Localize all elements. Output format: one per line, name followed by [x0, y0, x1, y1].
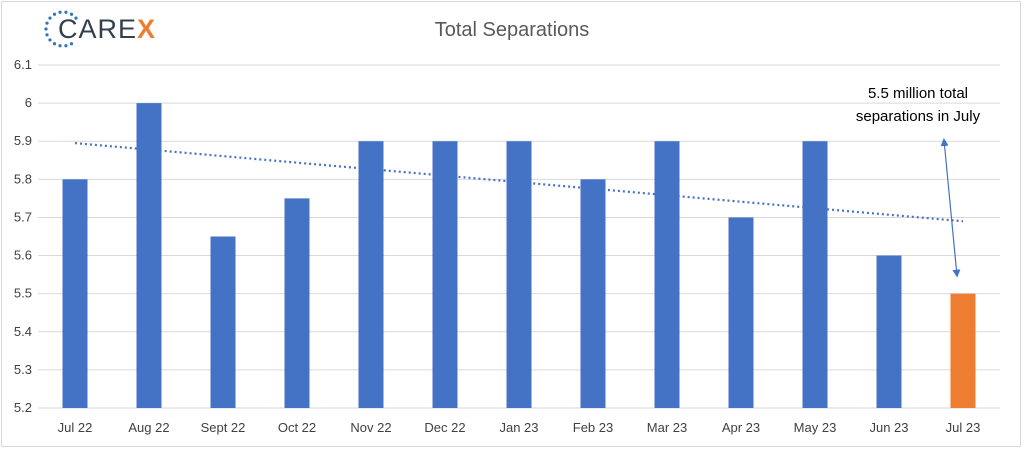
- logo-dot: [52, 42, 57, 46]
- x-tick-label: Apr 23: [722, 420, 760, 435]
- logo-dot: [48, 16, 52, 20]
- bar-apr-23: [728, 217, 754, 408]
- carex-logo: CAREX: [42, 6, 155, 52]
- logo-wordmark: CAREX: [58, 14, 156, 45]
- annotation-line-2: separations in July: [856, 108, 981, 125]
- logo-dot: [58, 44, 62, 48]
- bar-aug-22: [136, 103, 162, 408]
- y-tick-label: 5.4: [14, 324, 32, 339]
- logo-accent-text: X: [137, 14, 157, 44]
- logo-dot: [74, 16, 78, 20]
- x-tick-label: Dec 22: [424, 420, 465, 435]
- x-tick-label: Jul 23: [946, 420, 981, 435]
- x-tick-label: Oct 22: [278, 420, 316, 435]
- bar-jul-23: [950, 293, 976, 408]
- x-axis-ticks: Jul 22 Aug 22 Sept 22 Oct 22 Nov 22 Dec 22 Jan…: [58, 420, 981, 435]
- x-tick-label: Jul 22: [58, 420, 93, 435]
- logo-dot: [69, 12, 74, 16]
- annotation: 5.5 million total separations in July: [856, 85, 981, 278]
- logo-dot: [48, 38, 52, 42]
- bar-oct-22: [284, 198, 310, 408]
- logo-dot: [52, 12, 57, 16]
- logo-dot: [58, 10, 62, 14]
- bar-jan-23: [506, 141, 532, 408]
- logo-main-text: CARE: [58, 14, 138, 44]
- bars: [62, 103, 976, 408]
- bar-nov-22: [358, 141, 384, 408]
- logo-dot: [69, 42, 74, 46]
- dotted-circle-icon: [44, 10, 78, 48]
- y-tick-label: 6: [25, 95, 32, 110]
- bar-dec-22: [432, 141, 458, 408]
- y-tick-label: 5.6: [14, 248, 32, 263]
- annotation-line-1: 5.5 million total: [868, 85, 968, 102]
- logo-dot: [64, 44, 68, 48]
- bar-feb-23: [580, 179, 606, 408]
- bar-may-23: [802, 141, 828, 408]
- x-tick-label: Feb 23: [573, 420, 613, 435]
- x-tick-label: Jun 23: [869, 420, 908, 435]
- y-axis-ticks: 5.2 5.3 5.4 5.5 5.6 5.7 5.8 5.9 6 6.1: [14, 57, 32, 415]
- logo-dot: [45, 21, 49, 25]
- bar-mar-23: [654, 141, 680, 408]
- y-tick-label: 5.9: [14, 133, 32, 148]
- y-tick-label: 5.5: [14, 286, 32, 301]
- y-tick-label: 5.3: [14, 362, 32, 377]
- annotation-arrow: [940, 138, 961, 278]
- x-tick-label: Mar 23: [647, 420, 687, 435]
- logo-dot: [64, 10, 68, 14]
- bar-sept-22: [210, 236, 236, 408]
- logo-dot: [44, 27, 48, 31]
- trendline-line: [74, 142, 964, 223]
- x-tick-label: Sept 22: [201, 420, 246, 435]
- x-tick-label: Jan 23: [499, 420, 538, 435]
- y-tick-label: 6.1: [14, 57, 32, 72]
- logo-dot: [45, 33, 49, 37]
- x-tick-label: Nov 22: [350, 420, 391, 435]
- chart-title: Total Separations: [435, 19, 590, 41]
- bar-jul-22: [62, 179, 88, 408]
- y-tick-label: 5.7: [14, 209, 32, 224]
- y-tick-label: 5.8: [14, 171, 32, 186]
- trendline: [74, 142, 964, 223]
- x-tick-label: May 23: [794, 420, 837, 435]
- y-tick-label: 5.2: [14, 400, 32, 415]
- x-tick-label: Aug 22: [128, 420, 169, 435]
- bar-jun-23: [876, 255, 902, 408]
